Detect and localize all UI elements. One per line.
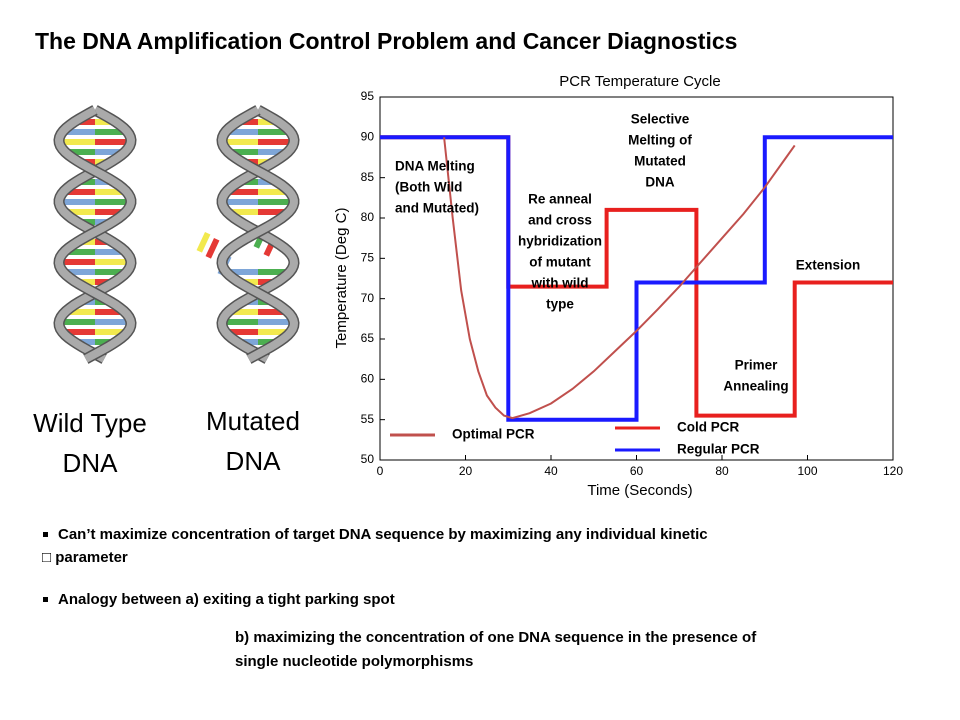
annotation: Mutated	[634, 154, 686, 169]
y-tick-label: 55	[361, 412, 375, 426]
annotation: Selective	[631, 112, 690, 127]
y-axis-label: Temperature (Deg C)	[333, 208, 350, 349]
x-tick-label: 80	[715, 464, 729, 478]
slide-title: The DNA Amplification Control Problem an…	[35, 28, 737, 54]
bullet-text: Analogy between a) exiting a tight parki…	[58, 591, 395, 608]
y-tick-label: 95	[361, 89, 375, 103]
y-tick-label: 50	[361, 452, 375, 466]
bullet-marker	[43, 532, 48, 537]
broken-base	[205, 238, 220, 259]
y-tick-label: 90	[361, 130, 375, 144]
y-tick-label: 75	[361, 251, 375, 265]
series-line	[443, 137, 796, 420]
x-tick-label: 120	[883, 464, 903, 478]
dna-label: DNA	[226, 446, 282, 476]
bullet-text: single nucleotide polymorphisms	[235, 653, 473, 670]
chart: PCR Temperature Cycle Time (Seconds) Tem…	[333, 73, 903, 499]
annotation: type	[546, 297, 574, 312]
annotation: with wild	[531, 276, 589, 291]
dna-label: DNA	[63, 448, 119, 478]
series-line	[380, 135, 893, 422]
legend-label: Optimal PCR	[452, 427, 535, 442]
legend-label: Cold PCR	[677, 420, 739, 435]
bullet-marker	[43, 597, 48, 602]
bullet-text: Can’t maximize concentration of target D…	[58, 526, 708, 543]
bullet-text: b) maximizing the concentration of one D…	[235, 629, 757, 646]
chart-title: PCR Temperature Cycle	[559, 73, 720, 90]
annotation: Melting of	[628, 133, 692, 148]
y-tick-label: 85	[361, 170, 375, 184]
dna-label: Mutated	[206, 406, 300, 436]
annotation: Re anneal	[528, 192, 592, 207]
annotation: and Mutated)	[395, 201, 479, 216]
y-tick-label: 60	[361, 372, 375, 386]
y-tick-label: 80	[361, 210, 375, 224]
bullet-text: □ parameter	[42, 549, 128, 566]
broken-base	[196, 232, 211, 253]
dna-strand	[217, 106, 299, 363]
annotation: of mutant	[529, 255, 591, 270]
annotation: (Both Wild	[395, 180, 462, 195]
x-tick-label: 100	[797, 464, 817, 478]
x-tick-label: 60	[630, 464, 644, 478]
annotation: and cross	[528, 213, 592, 228]
x-tick-label: 0	[377, 464, 384, 478]
legend-label: Regular PCR	[677, 442, 760, 457]
y-tick-label: 70	[361, 291, 375, 305]
annotation: Extension	[796, 258, 861, 273]
annotation: DNA	[645, 175, 674, 190]
x-tick-label: 40	[544, 464, 558, 478]
dna-strand	[54, 106, 136, 363]
annotation: Annealing	[723, 379, 788, 394]
dna-illustrations	[53, 105, 300, 364]
x-tick-label: 20	[459, 464, 473, 478]
x-axis-label: Time (Seconds)	[587, 482, 692, 499]
annotation: DNA Melting	[395, 159, 475, 174]
dna-label: Wild Type	[33, 408, 147, 438]
annotation: Primer	[735, 358, 779, 373]
y-tick-label: 65	[361, 331, 375, 345]
annotation: hybridization	[518, 234, 602, 249]
